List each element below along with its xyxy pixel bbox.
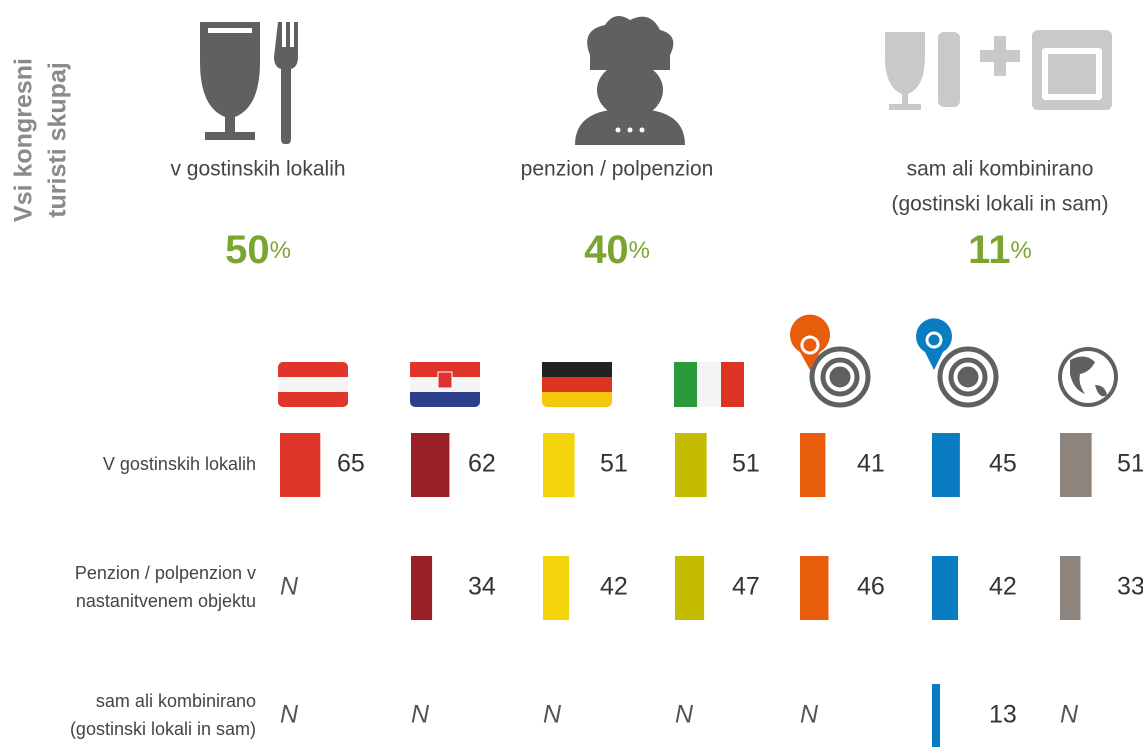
bar: [932, 433, 960, 497]
row-label: nastanitvenem objektu: [76, 591, 256, 611]
value-label: 62: [468, 450, 496, 478]
row-label: sam ali kombinirano: [96, 691, 256, 711]
value-label: 45: [989, 450, 1017, 478]
summary-label: v gostinskih lokalih: [170, 158, 345, 181]
na-label: N: [800, 701, 819, 729]
summary-percent: 50%: [225, 228, 291, 272]
na-label: N: [675, 701, 694, 729]
globe: [1058, 347, 1118, 407]
combined-icon: [885, 30, 1112, 110]
column-icons: [278, 314, 1118, 408]
summary-label: sam ali kombinirano: [907, 158, 1094, 181]
na-label: N: [280, 573, 299, 601]
summary-percent: 40%: [584, 228, 650, 272]
bar: [543, 556, 570, 620]
bar: [543, 433, 575, 497]
value-label: 34: [468, 573, 496, 601]
flag-austria: [278, 362, 348, 407]
value-label: 51: [1117, 450, 1143, 478]
chef-icon: [575, 16, 685, 145]
percent-unit: %: [1010, 237, 1031, 264]
na-label: N: [1060, 701, 1079, 729]
value-label: 41: [857, 450, 885, 478]
bar: [411, 433, 450, 497]
value-label: 13: [989, 701, 1017, 729]
percent-value: 50: [225, 228, 270, 272]
value-label: 42: [989, 573, 1017, 601]
value-label: 42: [600, 573, 628, 601]
na-label: N: [280, 701, 299, 729]
value-label: 47: [732, 573, 760, 601]
value-label: 51: [732, 450, 760, 478]
side-label-line: Vsi kongresni: [10, 58, 38, 222]
value-label: 46: [857, 573, 885, 601]
bar: [1060, 556, 1081, 620]
value-label: 65: [337, 450, 365, 478]
value-label: 51: [600, 450, 628, 478]
row-label: (gostinski lokali in sam): [70, 719, 256, 739]
content: Vsi kongresni turisti skupaj v gostinskih …: [10, 58, 1143, 747]
bar: [932, 684, 941, 747]
dining-icon: [200, 22, 298, 144]
side-label-line: turisti skupaj: [44, 62, 72, 218]
row-label: Penzion / polpenzion v: [75, 563, 256, 583]
bar: [411, 556, 433, 620]
flag-croatia: [410, 362, 480, 407]
side-label: Vsi kongresni turisti skupaj: [10, 58, 72, 222]
bar: [675, 433, 707, 497]
value-label: 33: [1117, 573, 1143, 601]
summary-label: penzion / polpenzion: [521, 158, 714, 181]
bar: [1060, 433, 1092, 497]
summary-percent: 11%: [968, 228, 1032, 272]
na-label: N: [543, 701, 562, 729]
percent-unit: %: [629, 237, 650, 264]
bar: [800, 556, 829, 620]
flag-italy: [674, 362, 744, 407]
row-label: V gostinskih lokalih: [103, 454, 256, 474]
bar: [280, 433, 321, 497]
flag-germany: [542, 362, 612, 407]
percent-value: 40: [584, 228, 629, 272]
bar: [800, 433, 826, 497]
target-orange: [790, 314, 871, 408]
target-blue: [915, 318, 999, 408]
percent-unit: %: [270, 237, 291, 264]
na-label: N: [411, 701, 430, 729]
percent-value: 11: [968, 228, 1010, 272]
summary-label: (gostinski lokali in sam): [891, 193, 1108, 216]
bar: [675, 556, 705, 620]
bar: [932, 556, 959, 620]
